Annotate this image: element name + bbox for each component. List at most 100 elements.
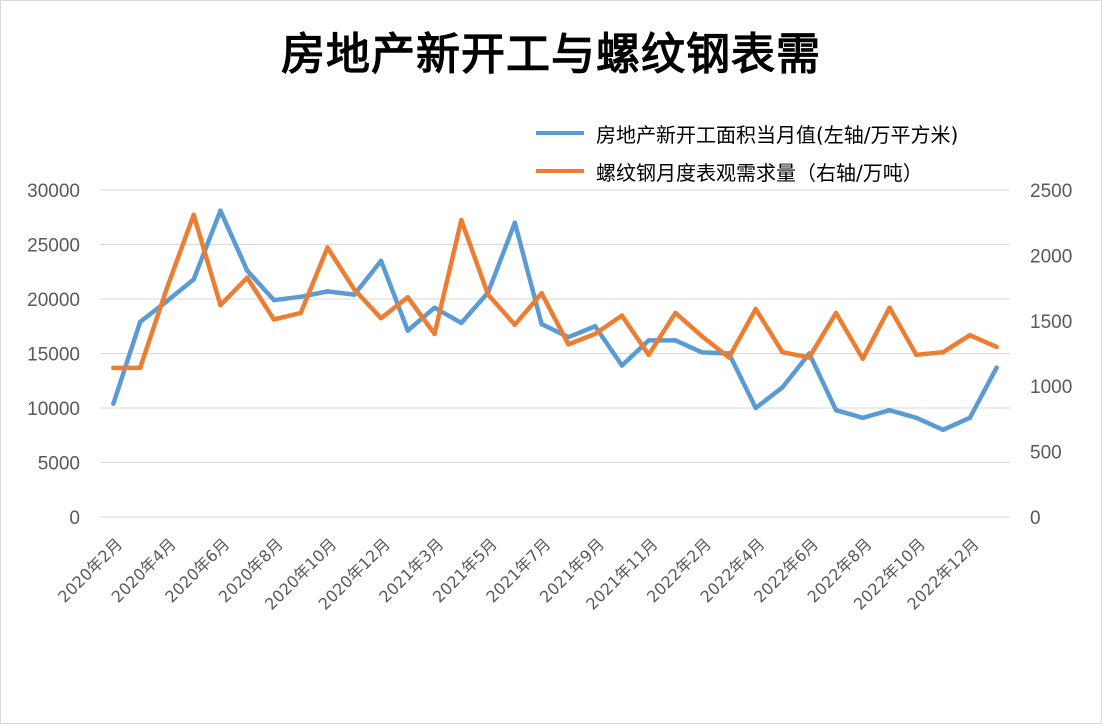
data-point: [352, 287, 357, 292]
data-point: [539, 291, 544, 296]
line-segment: [592, 313, 625, 337]
line-segment: [244, 275, 277, 322]
data-point: [325, 245, 330, 250]
line-segment: [753, 306, 785, 355]
y2-tick-label: 2000: [1030, 246, 1072, 267]
data-point: [298, 294, 303, 300]
line-segment: [833, 407, 866, 421]
line-segment: [325, 245, 357, 292]
data-point: [967, 332, 973, 338]
line-segment: [646, 310, 678, 358]
line-segment: [164, 277, 196, 304]
line-segment: [191, 212, 223, 308]
legend-item-area: 房地产新开工面积当月值(左轴/万平方米): [536, 118, 958, 148]
line-segment: [459, 217, 491, 297]
data-point: [271, 297, 277, 303]
data-point: [512, 220, 518, 225]
line-segment: [271, 294, 303, 303]
data-point: [994, 365, 999, 370]
line-segment: [753, 385, 785, 411]
data-point: [887, 305, 892, 310]
line-segment: [860, 407, 892, 421]
data-point: [780, 385, 785, 390]
line-segment: [807, 351, 839, 413]
data-point: [646, 338, 651, 343]
series-steel-line: [111, 212, 999, 371]
data-point: [753, 405, 758, 411]
line-segment: [244, 268, 277, 303]
line-segment: [218, 208, 250, 273]
y2-tick-label: 2500: [1030, 181, 1072, 202]
line-segment: [298, 289, 330, 300]
line-segment: [673, 310, 705, 339]
y-tick-label: 20000: [27, 290, 80, 311]
legend-swatch-area: [536, 131, 584, 135]
line-segment: [218, 275, 250, 308]
line-segment: [405, 295, 437, 337]
line-segment: [352, 287, 384, 321]
line-segment: [432, 217, 464, 337]
data-point: [967, 415, 973, 421]
data-point: [512, 322, 518, 327]
data-point: [592, 331, 598, 337]
line-segment: [940, 332, 973, 355]
y-tick-label: 5000: [38, 454, 80, 475]
y-tick-label: 30000: [27, 181, 80, 202]
data-point: [539, 321, 544, 327]
data-point: [191, 212, 196, 218]
data-point: [459, 320, 464, 326]
line-segment: [940, 415, 973, 433]
line-segment: [512, 291, 544, 327]
line-segment: [914, 349, 946, 358]
line-segment: [298, 245, 330, 316]
data-point: [940, 349, 946, 355]
line-segment: [914, 415, 946, 433]
data-point: [245, 268, 250, 273]
data-point: [298, 310, 303, 316]
line-segment: [887, 305, 919, 358]
line-segment: [699, 334, 732, 360]
data-point: [405, 295, 410, 300]
data-point: [485, 292, 491, 297]
data-point: [378, 315, 384, 321]
data-point: [459, 217, 464, 223]
data-point: [833, 310, 839, 316]
line-segment: [967, 365, 999, 421]
line-segment: [860, 305, 892, 361]
data-point: [860, 356, 865, 361]
data-point: [673, 310, 678, 316]
line-segment: [485, 292, 518, 327]
data-point: [111, 365, 116, 371]
data-point: [566, 342, 571, 347]
line-segment: [619, 313, 651, 358]
line-segment: [485, 220, 518, 295]
data-point: [432, 305, 437, 310]
data-point: [833, 407, 839, 413]
line-segment: [619, 338, 651, 368]
data-point: [378, 258, 384, 264]
y-tick-label: 10000: [27, 399, 80, 420]
y2-tick-label: 0: [1030, 508, 1041, 529]
data-point: [405, 328, 410, 333]
legend-item-steel: 螺纹钢月度表观需求量（右轴/万吨）: [536, 156, 923, 186]
line-segment: [325, 289, 357, 297]
line-segment: [887, 407, 919, 421]
data-point: [271, 317, 277, 322]
line-segment: [726, 306, 758, 360]
data-point: [245, 275, 250, 280]
line-segment: [967, 332, 999, 350]
data-point: [887, 407, 892, 413]
data-point: [860, 415, 865, 421]
line-segment: [111, 319, 143, 406]
line-segment: [539, 291, 571, 347]
line-segment: [191, 208, 223, 282]
line-segment: [271, 310, 303, 322]
data-point: [432, 331, 437, 337]
data-point: [700, 350, 705, 355]
line-segment: [566, 324, 598, 340]
y2-tick-label: 1500: [1030, 312, 1072, 333]
data-point: [753, 306, 758, 312]
line-segment: [807, 310, 839, 360]
y-tick-label: 0: [69, 508, 80, 529]
